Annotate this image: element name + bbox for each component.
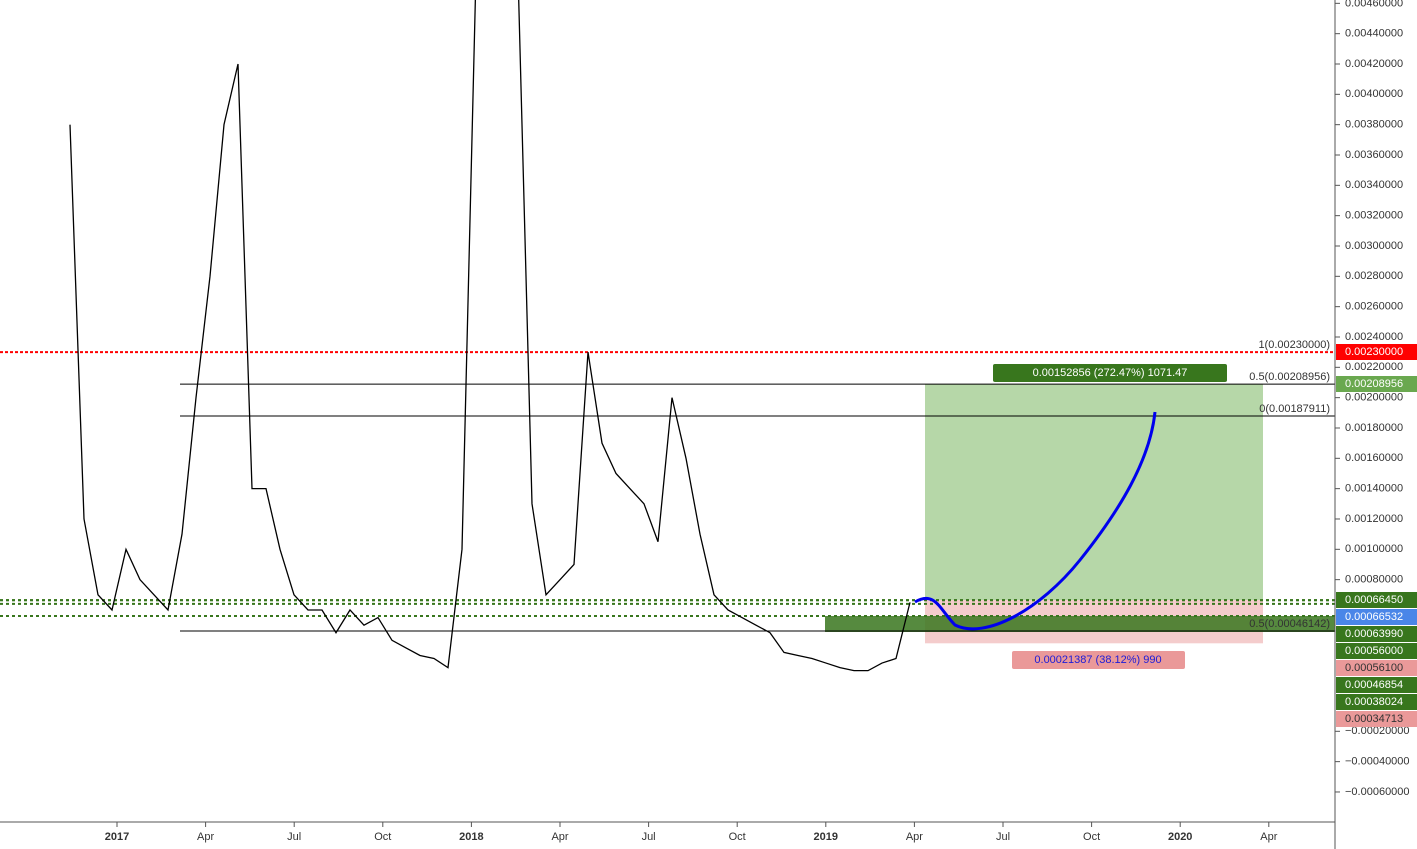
price-tag	[1336, 609, 1417, 625]
price-tag	[1336, 660, 1417, 676]
y-tick-label: 0.00100000	[1345, 543, 1403, 555]
loss-label-bg	[1012, 651, 1185, 669]
price-tag-label: 0.00034713	[1345, 713, 1403, 725]
x-tick-label: Apr	[906, 831, 923, 843]
y-tick-label: 0.00420000	[1345, 58, 1403, 70]
x-tick-label: Apr	[1260, 831, 1277, 843]
x-tick-label: Apr	[197, 831, 214, 843]
y-tick-label: 0.00460000	[1345, 0, 1403, 9]
y-tick-label: 0.00440000	[1345, 28, 1403, 40]
price-tag	[1336, 592, 1417, 608]
price-tag	[1336, 626, 1417, 642]
y-tick-label: 0.00120000	[1345, 513, 1403, 525]
profit-zone	[925, 384, 1263, 601]
price-tag-label: 0.00208956	[1345, 378, 1403, 390]
y-tick-label: 0.00140000	[1345, 483, 1403, 495]
x-tick-label: Oct	[1083, 831, 1100, 843]
fib-label: 0.5(0.00046142)	[1249, 618, 1330, 630]
y-tick-label: 0.00360000	[1345, 149, 1403, 161]
x-tick-label: 2020	[1168, 831, 1192, 843]
zone-band	[825, 616, 1335, 632]
y-tick-label: 0.00200000	[1345, 392, 1403, 404]
y-tick-label: 0.00220000	[1345, 361, 1403, 373]
loss-label: 0.00021387 (38.12%) 990	[1034, 654, 1161, 666]
x-tick-label: 2017	[105, 831, 129, 843]
profit-label: 0.00152856 (272.47%) 1071.47	[1033, 367, 1188, 379]
y-tick-label: 0.00240000	[1345, 331, 1403, 343]
plot-area	[0, 0, 1335, 672]
x-tick-label: Apr	[551, 831, 568, 843]
price-tag-label: 0.00046854	[1345, 679, 1403, 691]
y-tick-label: 0.00340000	[1345, 179, 1403, 191]
price-tag-label: 0.00038024	[1345, 696, 1403, 708]
price-line	[69, 0, 911, 672]
x-tick-label: Oct	[729, 831, 746, 843]
price-tag-label: 0.00056000	[1345, 645, 1403, 657]
fib-label: 0.5(0.00208956)	[1249, 371, 1330, 383]
y-tick-label: 0.00320000	[1345, 210, 1403, 222]
fib-label: 1(0.00230000)	[1258, 339, 1330, 351]
projection-curve	[914, 411, 1157, 631]
price-tag	[1336, 376, 1417, 392]
price-tag-label: 0.00230000	[1345, 346, 1403, 358]
price-tag	[1336, 344, 1417, 360]
price-tag-label: 0.00066532	[1345, 611, 1403, 623]
y-tick-label: −0.00040000	[1345, 756, 1410, 768]
y-tick-label: 0.00280000	[1345, 270, 1403, 282]
y-tick-label: −0.00060000	[1345, 786, 1410, 798]
profit-label-bg	[993, 364, 1227, 382]
x-tick-label: Jul	[287, 831, 301, 843]
price-tag-label: 0.00066450	[1345, 594, 1403, 606]
price-tag	[1336, 711, 1417, 727]
y-tick-label: 0.00180000	[1345, 422, 1403, 434]
y-tick-label: 0.00260000	[1345, 301, 1403, 313]
y-tick-label: 0.00080000	[1345, 574, 1403, 586]
y-tick-label: 0.00400000	[1345, 88, 1403, 100]
y-tick-label: 0.00160000	[1345, 452, 1403, 464]
x-tick-label: Jul	[996, 831, 1010, 843]
fib-label: 0(0.00187911)	[1259, 403, 1330, 415]
price-tag-label: 0.00056100	[1345, 662, 1403, 674]
x-tick-label: Jul	[642, 831, 656, 843]
y-tick-label: 0.00380000	[1345, 119, 1403, 131]
price-tag-label: 0.00063990	[1345, 628, 1403, 640]
price-tag	[1336, 694, 1417, 710]
y-tick-label: 0.00300000	[1345, 240, 1403, 252]
price-tag	[1336, 643, 1417, 659]
x-tick-label: 2018	[459, 831, 483, 843]
x-tick-label: Oct	[374, 831, 391, 843]
x-tick-label: 2019	[814, 831, 838, 843]
price-tag	[1336, 677, 1417, 693]
y-tick-label: −0.00020000	[1345, 725, 1410, 737]
